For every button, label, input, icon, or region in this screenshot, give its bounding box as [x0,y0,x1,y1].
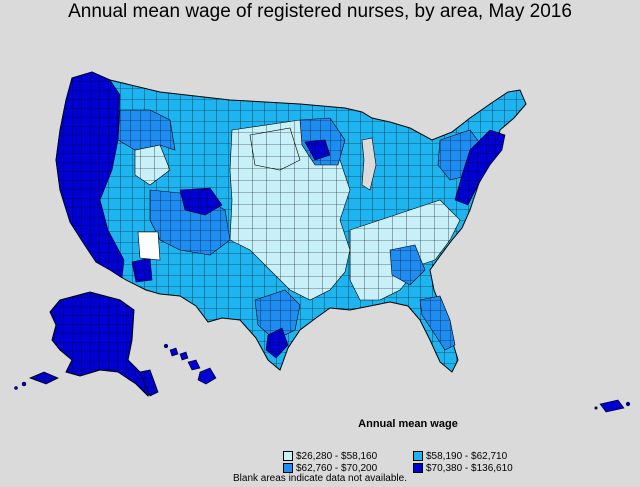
alaska [49,291,153,397]
region-light-northplains [249,127,301,171]
legend-swatch-blue [283,463,293,473]
hawaii [163,343,217,385]
legend-swatch-light [283,451,293,461]
legend-label-4: $70,380 - $136,610 [426,462,513,474]
legend-item-2: $58,190 - $62,710 [413,450,533,462]
legend-label-2: $58,190 - $62,710 [426,450,508,462]
region-dark-westcoast [55,71,125,279]
region-blue-texas [254,289,301,341]
legend-item-4: $70,380 - $136,610 [413,462,533,474]
region-dark-texas [265,327,289,359]
legend: Annual mean wage $26,280 - $58,160 $58,1… [283,418,533,474]
legend-item-3: $62,760 - $70,200 [283,462,403,474]
map-title: Annual mean wage of registered nurses, b… [68,1,572,22]
legend-label-1: $26,280 - $58,160 [296,450,378,462]
great-lake [361,137,377,191]
region-dark-colorado [179,187,223,216]
region-blue-southeast [389,244,426,286]
data-note: Blank areas indicate data not available. [232,473,407,484]
region-dark-northeast [454,129,506,206]
puerto-rico [594,399,631,413]
region-blue-mountain [117,109,176,151]
region-blue-florida [419,295,456,351]
region-blank-nevada [137,231,161,261]
legend-swatch-dark [413,463,423,473]
alaska-aleutians [28,371,59,385]
legend-title: Annual mean wage [358,418,458,430]
region-dark-arizona [131,257,153,283]
legend-item-1: $26,280 - $58,160 [283,450,403,462]
legend-label-3: $62,760 - $70,200 [296,462,378,474]
alaska-panhandle [139,369,159,397]
legend-swatch-mid [413,451,423,461]
region-dark-minnesota [304,139,331,161]
